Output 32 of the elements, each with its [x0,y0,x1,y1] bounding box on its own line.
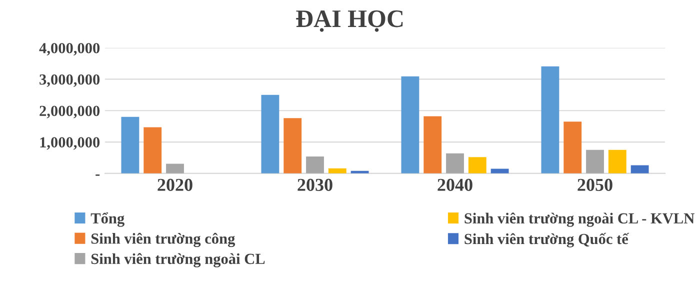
y-tick-label: 1,000,000 [40,137,100,150]
legend-label: Sinh viên trường Quốc tế [464,232,630,248]
legend-label: Sinh viên trường công [91,232,236,248]
bar [468,157,486,174]
bar [541,66,560,174]
bar [121,116,140,174]
legend-label: Sinh viên trường ngoài CL - KVLN [464,212,694,227]
bar [284,118,302,174]
x-tick-label: 2030 [298,178,332,191]
bar [490,168,509,174]
bar [424,116,442,174]
bar [446,153,464,174]
chart-title: ĐẠI HỌC [296,10,403,32]
bar [261,94,280,174]
bar [608,150,626,174]
bar [144,127,162,174]
legend-label: Sinh viên trường ngoài CL [91,253,265,268]
x-tick-label: 2020 [158,178,192,191]
x-tick-label: 2040 [438,178,472,191]
y-tick-label: - [96,174,100,176]
bar [306,156,324,174]
legend-label: Tổng [90,212,124,227]
bar [328,168,346,174]
bar [630,165,649,174]
y-tick-label: 4,000,000 [39,42,100,56]
y-tick-label: 3,000,000 [40,74,100,87]
x-tick-label: 2050 [578,178,612,191]
y-tick-label: 2,000,000 [40,106,100,118]
bar [401,76,420,174]
bar [166,164,184,174]
bar [564,122,582,174]
bar [586,150,604,174]
